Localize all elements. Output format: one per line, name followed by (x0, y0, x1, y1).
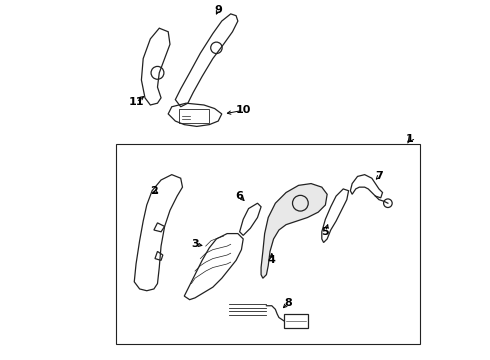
Bar (179, 109, 209, 123)
Bar (284, 314, 308, 328)
Text: 1: 1 (405, 134, 413, 144)
Text: 9: 9 (214, 5, 222, 15)
Text: 4: 4 (268, 255, 276, 265)
Text: 6: 6 (236, 191, 244, 201)
Text: 7: 7 (375, 171, 383, 181)
Text: 10: 10 (236, 105, 251, 115)
Text: 8: 8 (284, 298, 292, 308)
Text: 5: 5 (321, 227, 329, 237)
Text: 11: 11 (128, 97, 144, 107)
Text: 3: 3 (191, 239, 199, 249)
Text: 2: 2 (150, 186, 158, 196)
Bar (117, 144, 420, 344)
Polygon shape (261, 184, 327, 278)
